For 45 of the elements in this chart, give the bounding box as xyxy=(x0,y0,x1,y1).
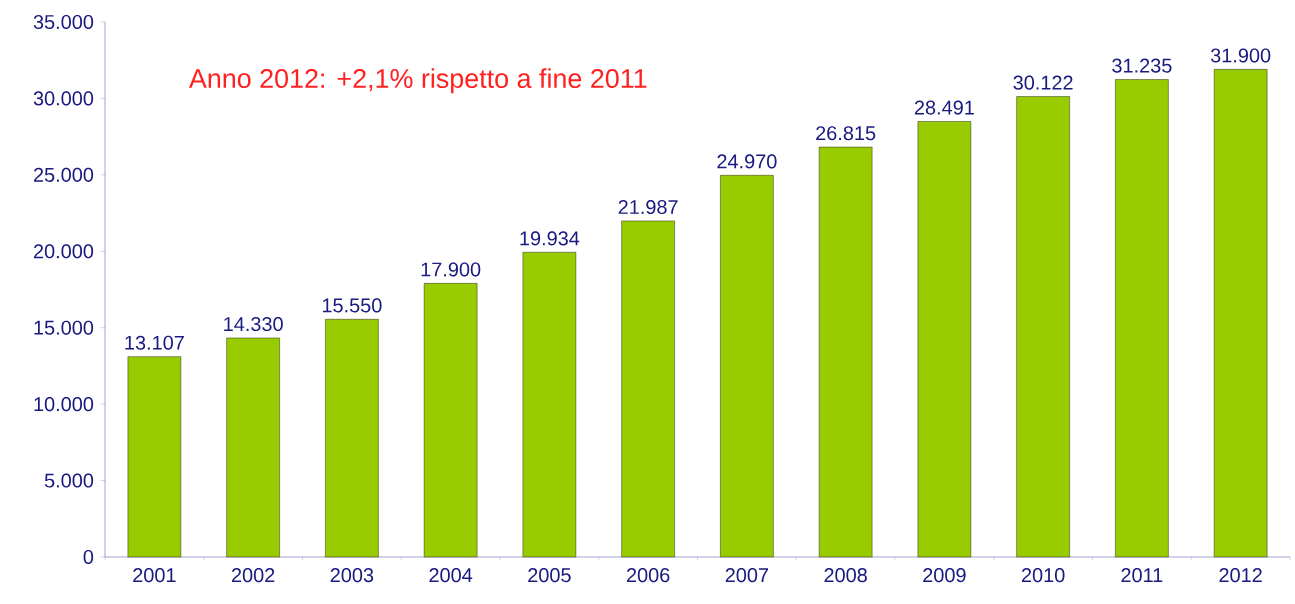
bar xyxy=(522,252,577,558)
bar xyxy=(818,146,873,558)
bar xyxy=(325,319,379,558)
x-tick-label: 2008 xyxy=(824,568,867,583)
x-tick-label: 2002 xyxy=(231,568,275,583)
y-tick-label: 20.000 xyxy=(33,244,94,259)
data-label: 17.900 xyxy=(421,262,481,277)
data-label: 19.934 xyxy=(520,231,580,246)
data-label: 31.235 xyxy=(1112,58,1172,73)
x-tick-label: 2009 xyxy=(923,568,966,583)
y-tick-label: 10.000 xyxy=(34,397,94,412)
x-tick-label: 2003 xyxy=(330,568,374,583)
bar xyxy=(127,356,182,558)
data-label: 15.550 xyxy=(322,298,382,313)
bar xyxy=(1115,79,1169,558)
bar xyxy=(720,175,774,558)
data-label: 28.491 xyxy=(914,100,974,115)
y-tick-label: 0 xyxy=(83,549,94,565)
x-tick-label: 2006 xyxy=(626,568,670,583)
data-label: 13.107 xyxy=(125,335,184,350)
x-tick-label: 2001 xyxy=(133,568,176,583)
data-label: 31.900 xyxy=(1210,48,1271,63)
data-label: 30.122 xyxy=(1013,75,1073,90)
y-tick-label: 25.000 xyxy=(33,167,94,182)
bar xyxy=(621,220,675,558)
bar xyxy=(226,337,280,558)
bar xyxy=(1016,96,1070,558)
y-tick-label: 5.000 xyxy=(44,473,94,488)
x-tick-label: 2011 xyxy=(1121,568,1163,583)
data-label: 21.987 xyxy=(618,199,678,215)
bar xyxy=(1213,69,1268,558)
x-tick-label: 2005 xyxy=(528,568,571,583)
x-tick-label: 2012 xyxy=(1219,568,1262,583)
x-tick-label: 2010 xyxy=(1021,568,1065,583)
y-tick-label: 15.000 xyxy=(34,320,94,335)
bar xyxy=(423,283,478,558)
x-tick-label: 2007 xyxy=(725,568,769,583)
data-label: 24.970 xyxy=(717,154,777,169)
y-tick-label: 30.000 xyxy=(33,91,94,106)
data-label: 14.330 xyxy=(224,317,283,332)
bar xyxy=(917,121,972,558)
annotation: Anno 2012: +2,1% rispetto a fine 2011 xyxy=(188,68,647,94)
data-label: 26.815 xyxy=(816,126,876,141)
y-tick-label: 35.000 xyxy=(33,14,94,30)
x-tick-label: 2004 xyxy=(429,568,473,583)
